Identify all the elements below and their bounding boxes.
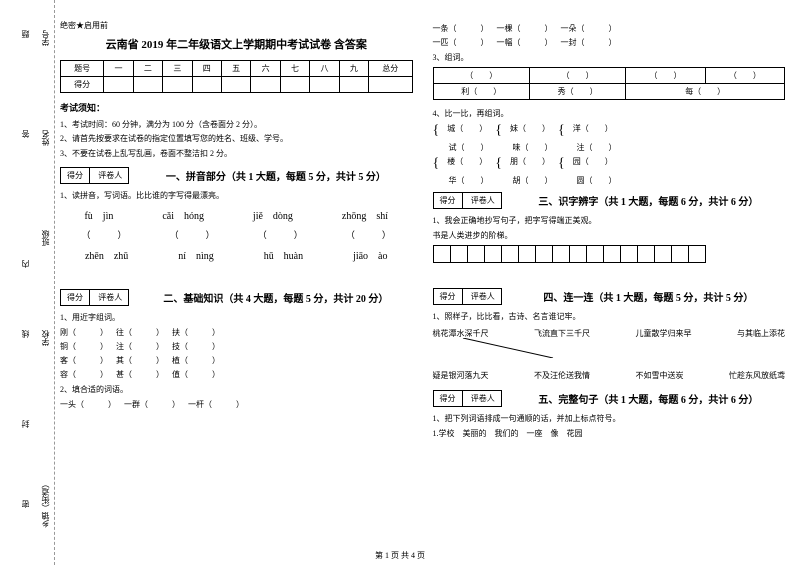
zuci-table: （ ） （ ） （ ） （ ） 利（ ） 秀（ ） 每（ ） [433,67,786,100]
brace-icon: { [558,156,565,172]
page-content: 绝密★启用前 云南省 2019 年二年级语文上学期期中考试试卷 含答案 题号 一… [0,0,800,453]
char-row: 刚（ ） 往（ ） 扶（ ） [60,327,413,338]
question-text: 1、照样子，比比看，古诗、名言谁记牢。 [433,311,786,322]
brace-icon: { [495,156,502,172]
instruction-item: 1、考试时间：60 分钟，满分为 100 分（含卷面分 2 分）。 [60,118,413,132]
margin-label: 学校 [40,330,51,346]
brace-icon: { [433,123,440,139]
pair-row: { 城（ ） { 妹（ ） { 洋（ ） [433,123,786,139]
section-3-title: 三、识字辨字（共 1 大题，每题 6 分，共计 6 分） [512,193,785,208]
copy-text: 书是人类进步的阶梯。 [433,230,786,241]
score-table: 题号 一 二 三 四 五 六 七 八 九 总分 得分 [60,60,413,93]
pinyin-row: zhēn zhū ní nìng hū huàn jiāo ào [60,247,413,262]
char-row: 铜（ ） 注（ ） 技（ ） [60,341,413,352]
char-row: 客（ ） 其（ ） 植（ ） [60,355,413,366]
score-box: 得分 评卷人 [60,289,129,306]
fill-row: 一匹（ ） 一幅（ ） 一封（ ） [433,37,786,48]
brace-icon: { [433,156,440,172]
margin-label: 姓名 [40,130,51,146]
confidential-label: 绝密★启用前 [60,20,413,31]
brace-icon: { [558,123,565,139]
table-row: 题号 一 二 三 四 五 六 七 八 九 总分 [61,61,413,77]
score-box: 得分 评卷人 [433,390,502,407]
margin-dash: 密 [20,500,31,508]
section-4-title: 四、连一连（共 1 大题，每题 5 分，共计 5 分） [512,289,785,304]
question-text: 1、用近字组词。 [60,312,413,323]
score-box: 得分 评卷人 [433,288,502,305]
instructions-list: 1、考试时间：60 分钟，满分为 100 分（含卷面分 2 分）。 2、请首先按… [60,118,413,161]
question-text: 1、把下列词语排成一句通顺的话，并加上标点符号。 [433,413,786,424]
fill-row: 一头（ ） 一群（ ） 一杆（ ） [60,399,413,410]
left-column: 绝密★启用前 云南省 2019 年二年级语文上学期期中考试试卷 含答案 题号 一… [60,20,413,443]
instructions-title: 考试须知： [60,101,413,114]
question-text: 1、读拼音，写词语。比比谁的字写得最漂亮。 [60,190,413,201]
margin-dash: 题 [20,30,31,38]
answer-row: （ ） （ ） （ ） （ ） [60,228,413,241]
pair-row: 华（ ） 胡（ ） 圆（ ） [433,175,786,186]
brace-icon: { [495,123,502,139]
section-5-header: 得分 评卷人 五、完整句子（共 1 大题，每题 6 分，共计 6 分） [433,390,786,407]
score-box: 得分 评卷人 [60,167,129,184]
margin-label: 班级 [40,230,51,246]
score-box: 得分 评卷人 [433,192,502,209]
page-footer: 第 1 页 共 4 页 [375,550,425,561]
question-text: 4、比一比，再组词。 [433,108,786,119]
pair-row: 试（ ） 味（ ） 注（ ） [433,142,786,153]
margin-dash: 内 [20,260,31,268]
instruction-item: 2、请首先按要求在试卷的指定位置填写您的姓名、班级、学号。 [60,132,413,146]
fill-row: 一条（ ） 一棵（ ） 一朵（ ） [433,23,786,34]
section-2-header: 得分 评卷人 二、基础知识（共 4 大题，每题 5 分，共计 20 分） [60,289,413,306]
connection-line-icon [433,338,773,358]
margin-dash: 答 [20,130,31,138]
exam-title: 云南省 2019 年二年级语文上学期期中考试试卷 含答案 [60,36,413,52]
binding-margin: 学号 姓名 班级 学校 乡镇（街道） 题 答 内 线 封 密 [0,0,55,565]
writing-grid[interactable] [433,245,786,263]
question-text: 2、填合适的词语。 [60,384,413,395]
question-text: 3、组词。 [433,52,786,63]
margin-label: 乡镇（街道） [40,480,51,528]
section-4-header: 得分 评卷人 四、连一连（共 1 大题，每题 5 分，共计 5 分） [433,288,786,305]
margin-label: 学号 [40,30,51,46]
margin-dash: 线 [20,330,31,338]
section-3-header: 得分 评卷人 三、识字辨字（共 1 大题，每题 6 分，共计 6 分） [433,192,786,209]
section-1-title: 一、拼音部分（共 1 大题，每题 5 分，共计 5 分） [139,168,412,183]
question-text: 1、我会正确地抄写句子，把字写得端正美观。 [433,215,786,226]
section-2-title: 二、基础知识（共 4 大题，每题 5 分，共计 20 分） [139,290,412,305]
table-row: 得分 [61,77,413,93]
right-column: 一条（ ） 一棵（ ） 一朵（ ） 一匹（ ） 一幅（ ） 一封（ ） 3、组词… [433,20,786,443]
connect-area[interactable]: 桃花潭水深千尺 飞流直下三千尺 儿童散学归来早 与其临上添花 疑是银河落九天 不… [433,326,786,384]
pinyin-row: fù jìn cǎi hóng jiě dòng zhōng shí [60,207,413,222]
char-row: 容（ ） 甚（ ） 值（ ） [60,369,413,380]
section-1-header: 得分 评卷人 一、拼音部分（共 1 大题，每题 5 分，共计 5 分） [60,167,413,184]
margin-dash: 封 [20,420,31,428]
instruction-item: 3、不要在试卷上乱写乱画，卷面不整洁扣 2 分。 [60,147,413,161]
pair-row: { 楼（ ） { 朋（ ） { 园（ ） [433,156,786,172]
word-list: 1.学校 美丽的 我们的 一座 像 花园 [433,428,786,439]
section-5-title: 五、完整句子（共 1 大题，每题 6 分，共计 6 分） [512,391,785,406]
